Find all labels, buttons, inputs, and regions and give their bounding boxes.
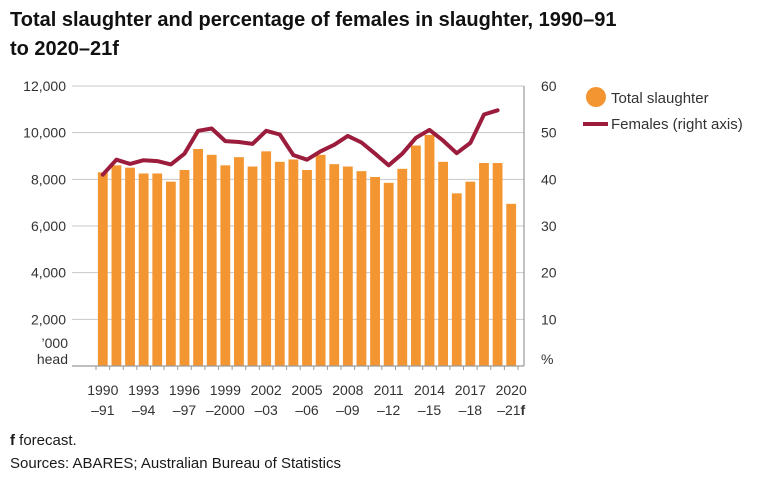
legend: Total slaughter Females (right axis) [583,87,743,133]
forecast-text: forecast. [15,432,77,449]
bar [302,170,312,366]
bar [329,164,340,366]
x-axis-ticks: 1990 –91 1993 –94 1996 –97 1999 –2000 2002 –03 200… [87,366,527,418]
x-tick-label-bottom: –91 [91,402,115,418]
right-tick-label: 20 [541,265,557,281]
bar [97,172,108,366]
bar [506,203,517,366]
right-tick-label: 60 [541,78,557,94]
chart-title-line1: Total slaughter and percentage of female… [10,9,617,31]
left-tick-label: 2,000 [31,311,66,327]
left-axis-ticks: 12,000 10,000 8,000 6,000 4,000 2,000 [23,78,66,327]
left-tick-label: 10,000 [23,125,66,141]
x-tick-label-top: 2011 [374,382,404,398]
bar [247,166,258,366]
bar [356,171,367,366]
chart-title: Total slaughter and percentage of female… [10,6,750,64]
x-tick-label-bottom: –18 [459,402,483,418]
bar [111,165,122,366]
x-tick-label-top: 1993 [128,382,159,398]
right-tick-label: 50 [541,125,557,141]
left-axis-unit-line2: head [37,351,68,367]
bar [138,173,149,366]
x-tick-label-bottom: –12 [377,402,401,418]
line-series-females [100,108,500,177]
forecast-mark: f [10,432,15,449]
x-tick-label-top: 2014 [414,382,445,398]
right-tick-label: 40 [541,171,557,187]
bar [342,166,353,366]
x-tick-label-bottom: –03 [254,402,278,418]
x-tick-label-bottom: –15 [418,402,442,418]
bar [220,165,231,366]
chart: 12,000 10,000 8,000 6,000 4,000 2,000 60 50 40 3… [23,78,743,418]
right-axis-unit: % [541,351,553,367]
x-tick-label-bottom: –94 [132,402,156,418]
x-tick-label-bottom: –21f [497,402,525,418]
bar [397,168,408,366]
bar [315,154,326,366]
bar [234,157,244,366]
x-tick-label-top: 2017 [455,382,486,398]
chart-title-line2: to 2020–21f [10,38,119,60]
x-tick-label-top: 1999 [210,382,241,398]
females-line [100,108,500,177]
bar [125,167,135,366]
left-tick-label: 12,000 [23,78,66,94]
x-tick-label-bottom: –06 [295,402,319,418]
bar [193,149,203,366]
footnote-sources: Sources: ABARES; Australian Bureau of St… [10,455,341,472]
left-tick-label: 8,000 [31,171,66,187]
right-axis-ticks: 60 50 40 30 20 10 [541,78,557,327]
bar [424,135,435,366]
bar [288,159,299,366]
bar [438,161,449,366]
bar [492,163,503,366]
bar [370,177,380,366]
bar [383,182,394,366]
footnote-forecast: f forecast. [10,432,77,449]
right-tick-label: 10 [541,311,557,327]
left-tick-label: 6,000 [31,218,66,234]
bar [465,181,476,366]
x-tick-label-top: 1996 [169,382,200,398]
bar [261,151,272,366]
axes [72,86,525,367]
bar [179,170,190,366]
bar-series-total-slaughter [97,135,517,366]
x-tick-label-bottom: –2000 [206,402,245,418]
bar [152,173,163,366]
bar [479,163,489,366]
x-tick-label-bottom: –09 [336,402,360,418]
x-tick-label-top: 2020 [496,382,527,398]
bar [274,161,285,366]
x-tick-label-top: 2005 [291,382,322,398]
legend-label-total-slaughter: Total slaughter [611,90,709,107]
legend-label-females: Females (right axis) [611,116,743,133]
legend-swatch-total-slaughter [586,87,606,107]
bar [206,154,217,366]
bar [451,193,462,366]
right-tick-label: 30 [541,218,557,234]
left-axis-unit-line1: ’000 [42,335,69,351]
x-tick-label-top: 2008 [332,382,363,398]
x-tick-label-top: 1990 [87,382,118,398]
left-tick-label: 4,000 [31,265,66,281]
bar [411,145,421,366]
x-tick-label-bottom: –97 [173,402,197,418]
x-tick-label-top: 2002 [251,382,282,398]
bar [165,181,176,366]
